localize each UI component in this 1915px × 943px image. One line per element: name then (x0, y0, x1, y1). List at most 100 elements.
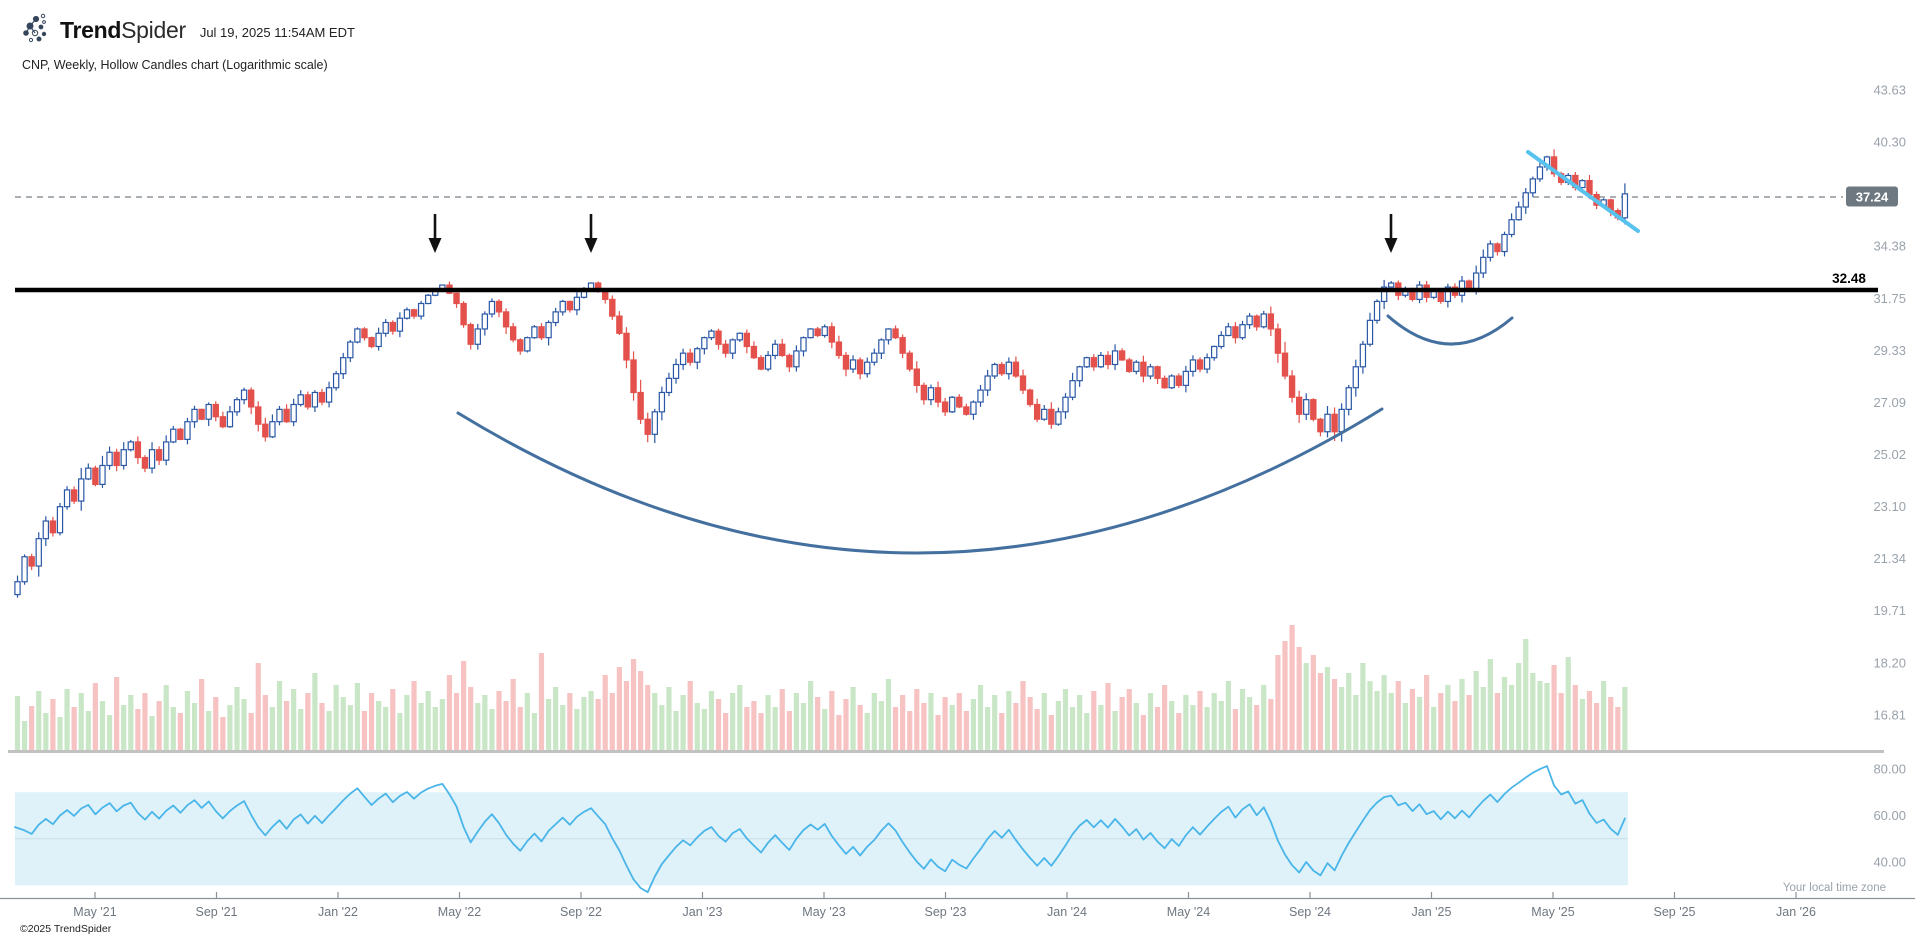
volume-bar (489, 709, 495, 751)
volume-bar (361, 711, 368, 751)
volume-bar (1162, 685, 1168, 751)
volume-bar (418, 703, 424, 751)
candle-down (998, 363, 1005, 375)
volume-bar (1034, 709, 1040, 751)
volume-bar (900, 695, 906, 751)
volume-bar (921, 703, 927, 751)
volume-bar (1077, 695, 1083, 751)
volume-bar (1204, 707, 1210, 751)
candle-up (21, 556, 28, 583)
volume-bar (779, 689, 785, 751)
volume-bar (184, 691, 191, 751)
volume-bar (1112, 711, 1118, 751)
volume-bar (892, 707, 899, 751)
volume-bar (970, 699, 977, 751)
candle-down (757, 357, 765, 370)
candle-up (417, 302, 425, 317)
volume-bar (14, 696, 21, 751)
candle-down (113, 451, 120, 467)
candle-up (927, 387, 935, 401)
volume-bar (942, 697, 948, 751)
candle-up (99, 464, 106, 485)
volume-bar (1551, 665, 1557, 751)
candle-down (155, 449, 163, 461)
candle-up (63, 489, 71, 508)
volume-bar (213, 697, 219, 751)
candle-up (163, 441, 170, 461)
candle-up (1260, 313, 1267, 328)
volume-bar (857, 705, 863, 751)
price-axis-label: 31.75 (1873, 291, 1906, 306)
volume-bar (57, 717, 63, 751)
candle-down (1140, 361, 1147, 377)
candle-up (14, 581, 21, 596)
candle-down (630, 359, 637, 394)
candle-down (842, 354, 850, 370)
candle-down (715, 330, 722, 345)
volume-bar (1211, 693, 1217, 751)
volume-bar (935, 715, 941, 751)
candle-up (1487, 243, 1494, 258)
candle-down (1494, 243, 1501, 253)
volume-bar (468, 687, 474, 751)
falling-wedge-trendline (1526, 150, 1640, 233)
volume-bar (29, 706, 35, 751)
volume-bar (149, 716, 155, 751)
volume-bar (1331, 679, 1338, 751)
price-axis-label: 27.09 (1873, 395, 1906, 410)
volume-bar (1218, 701, 1224, 751)
volume-bar (92, 683, 98, 751)
candle-down (1048, 408, 1055, 425)
volume-bar (312, 673, 318, 751)
volume-bar (276, 681, 283, 751)
volume-bar (1289, 625, 1295, 751)
volume-bar (1353, 695, 1359, 751)
volume-bar (807, 681, 814, 751)
time-axis-label: Jan '22 (318, 905, 358, 919)
volume-bar (411, 681, 417, 751)
volume-bar (283, 701, 290, 751)
candle-down (318, 391, 326, 403)
volume-bar (1558, 693, 1564, 751)
candle-up (1579, 180, 1586, 189)
candle-up (1182, 370, 1190, 386)
volume-bar (50, 699, 56, 751)
volume-bar (616, 667, 622, 751)
candle-up (474, 328, 481, 345)
candle-down (623, 332, 630, 361)
volume-bar (1473, 671, 1479, 751)
volume-bar (553, 687, 559, 751)
candle-up (1203, 357, 1211, 370)
candle-up (1218, 334, 1225, 348)
candle-up (878, 339, 885, 354)
candle-down (1281, 352, 1289, 377)
volume-bar (730, 693, 736, 751)
volume-bar (1601, 681, 1607, 751)
volume-bar (21, 721, 28, 751)
price-axis-label: 18.20 (1873, 655, 1906, 670)
candle-down (361, 328, 368, 339)
volume-bar (85, 711, 91, 751)
candle-down (637, 391, 644, 420)
volume-bar (135, 709, 141, 751)
volume-bar (206, 711, 212, 751)
volume-bar (1346, 673, 1352, 751)
volume-bar (1459, 679, 1465, 751)
candle-up (382, 321, 389, 334)
indicator-axis-label: 60.00 (1873, 808, 1906, 823)
candle-up (403, 309, 411, 319)
volume-bar (1494, 693, 1501, 751)
candle-down (141, 456, 149, 469)
resistance-price-label: 32.48 (1832, 271, 1866, 286)
candle-up (1189, 359, 1197, 372)
volume-bar (517, 707, 523, 751)
volume-bar (1091, 691, 1097, 751)
volume-bar (843, 699, 849, 751)
price-axis-label: 29.33 (1873, 343, 1906, 358)
candle-up (800, 337, 807, 352)
candle-up (793, 350, 800, 368)
candle-down (779, 343, 786, 357)
volume-bar (156, 701, 162, 751)
volume-bar (1530, 673, 1536, 751)
candle-up (1147, 366, 1154, 377)
